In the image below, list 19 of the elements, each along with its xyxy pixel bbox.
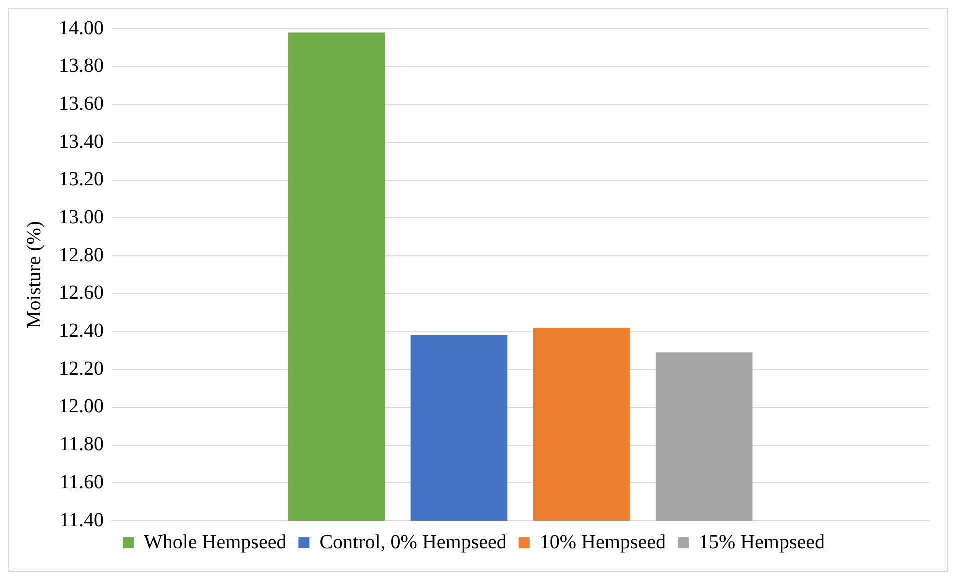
- y-tick-label: 12.60: [59, 282, 104, 304]
- y-tick-label: 12.20: [59, 358, 104, 380]
- y-tick-label: 14.00: [59, 17, 104, 40]
- y-tick-label: 12.00: [59, 396, 104, 418]
- y-tick-label: 11.80: [60, 434, 104, 456]
- y-tick-label: 12.40: [59, 320, 104, 342]
- y-tick-label: 13.60: [59, 92, 104, 115]
- y-tick-label: 12.80: [59, 244, 104, 266]
- y-tick-label: 11.40: [60, 509, 104, 532]
- y-axis-title: Moisture (%): [23, 221, 46, 329]
- y-tick-label: 13.00: [59, 206, 104, 228]
- y-tick-label: 13.20: [59, 168, 104, 191]
- y-tick-label: 11.60: [60, 471, 104, 494]
- y-tick-label: 13.40: [59, 130, 104, 153]
- legend-label: Whole Hempseed: [144, 531, 287, 554]
- legend-label: 15% Hempseed: [698, 531, 826, 554]
- legend-label: 10% Hempseed: [540, 531, 666, 554]
- legend-label: Control, 0% Hempseed: [320, 531, 507, 554]
- y-tick-label: 13.80: [59, 55, 104, 78]
